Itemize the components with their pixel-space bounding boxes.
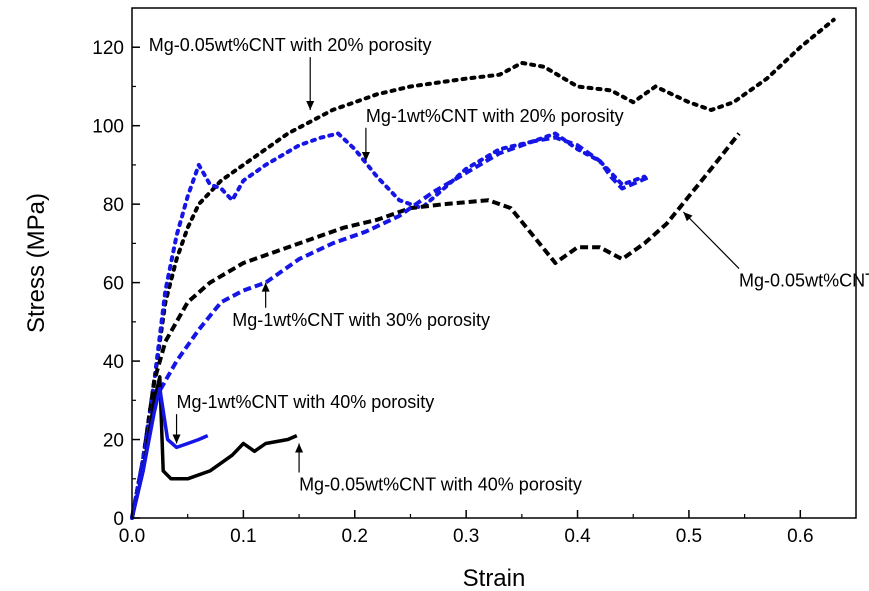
y-tick-label: 100 [92,117,124,138]
series-line-4 [130,135,651,519]
series-layer [130,17,836,520]
x-tick-label: 0.2 [342,526,368,547]
annotation-label: Mg-0.05wt%CNT with 20% porosity [149,35,432,55]
annotation-layer: Mg-0.05wt%CNT with 20% porosity Mg-1wt%CN… [149,35,869,494]
y-tick-label: 20 [103,431,124,452]
annotation-arrow-line [682,211,740,269]
tick-layer: 0.0 0.1 0.2 0.3 0.4 0.5 0.6 0 20 40 60 80 100 120 [92,38,813,547]
series-line-2 [130,131,647,520]
annotation-label: Mg-0.05wt%CNT with 40% porosity [299,475,582,495]
y-tick-label: 120 [92,38,124,59]
annotation-label: Mg-1wt%CNT with 30% porosity [232,310,490,330]
series-line-5 [130,375,298,519]
annotation-arrow-head [306,101,315,110]
x-axis-title: Strain [463,565,526,591]
x-tick-label: 0.0 [119,526,145,547]
y-axis-title: Stress (MPa) [23,193,50,333]
annotation-label: Mg-1wt%CNT with 40% porosity [177,392,435,412]
annotation-arrow-head [361,152,370,161]
x-tick-label: 0.1 [230,526,256,547]
annotation-label: Mg-0.05wt%CNT with 30% porosity [739,271,869,291]
x-tick-label: 0.3 [453,526,479,547]
x-tick-label: 0.5 [676,526,702,547]
y-tick-label: 40 [103,352,124,373]
y-tick-label: 60 [103,274,124,295]
annotation-arrow-head [295,443,304,453]
axes-frame [131,7,857,519]
annotation-arrow-head [683,212,693,222]
y-tick-label: 80 [103,195,124,216]
x-tick-label: 0.6 [787,526,813,547]
x-tick-label: 0.4 [564,526,591,547]
annotation-arrow-head [261,282,270,292]
annotation-arrow-head [172,434,181,444]
series-line-1 [130,17,836,520]
annotation-label: Mg-1wt%CNT with 20% porosity [366,106,624,126]
plot-border [131,7,857,519]
series-line-3 [130,132,741,519]
y-tick-label: 0 [113,509,124,530]
series-line-6 [130,386,209,519]
